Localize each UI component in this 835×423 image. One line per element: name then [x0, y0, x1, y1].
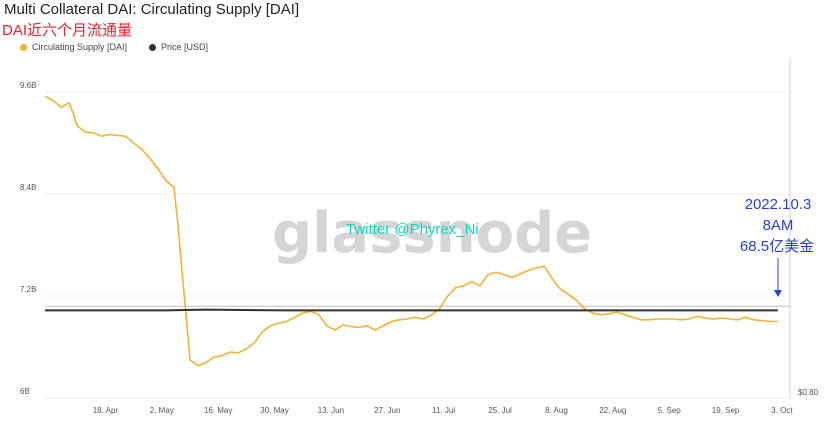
annotation-amount: 68.5亿美金: [740, 238, 814, 255]
legend-item-price[interactable]: Price [USD]: [149, 42, 208, 52]
x-tick-label: 18. Apr: [93, 406, 119, 415]
annotation-arrow-head: [774, 290, 782, 297]
right-tick-label: $0.80: [798, 388, 819, 397]
annotation-date: 2022.10.3: [745, 196, 812, 213]
legend-dot-price: [149, 43, 157, 51]
x-tick-label: 8. Aug: [545, 406, 568, 415]
x-tick-label: 5. Sep: [658, 406, 682, 415]
legend-label-price: Price [USD]: [161, 42, 209, 52]
supply-line: [44, 95, 778, 367]
chart-title: Multi Collateral DAI: Circulating Supply…: [4, 1, 300, 18]
y-tick-label: 6B: [20, 387, 30, 396]
x-tick-label: 11. Jul: [432, 406, 455, 415]
x-tick-label: 16. May: [204, 406, 232, 415]
y-tick-label: 9.6B: [20, 81, 36, 90]
legend-item-supply[interactable]: Circulating Supply [DAI]: [20, 42, 127, 52]
x-tick-label: 3. Oct: [771, 406, 793, 415]
x-tick-label: 22. Aug: [599, 406, 626, 415]
legend-dot-supply: [20, 43, 27, 51]
watermark: glassnode: [272, 201, 592, 266]
price-line: [45, 308, 778, 312]
y-tick-label: 8.4B: [20, 183, 36, 192]
annotation-time: 8AM: [763, 217, 794, 234]
legend-label-supply: Circulating Supply [DAI]: [32, 42, 128, 52]
x-tick-label: 19. Sep: [712, 406, 740, 415]
x-tick-label: 27. Jun: [374, 406, 400, 415]
annotation: 2022.10.3 8AM 68.5亿美金: [740, 196, 814, 297]
legend: Circulating Supply [DAI] Price [USD]: [20, 42, 208, 52]
twitter-handle: Twitter @Phyrex_Ni: [346, 221, 479, 238]
chart-subtitle: DAI近六个月流通量: [2, 22, 133, 39]
x-tick-label: 13. Jun: [318, 406, 344, 415]
x-tick-label: 2. May: [150, 406, 174, 415]
x-tick-label: 25. Jul: [488, 406, 512, 415]
y-tick-label: 7.2B: [20, 285, 36, 294]
x-tick-label: 30. May: [260, 406, 288, 415]
